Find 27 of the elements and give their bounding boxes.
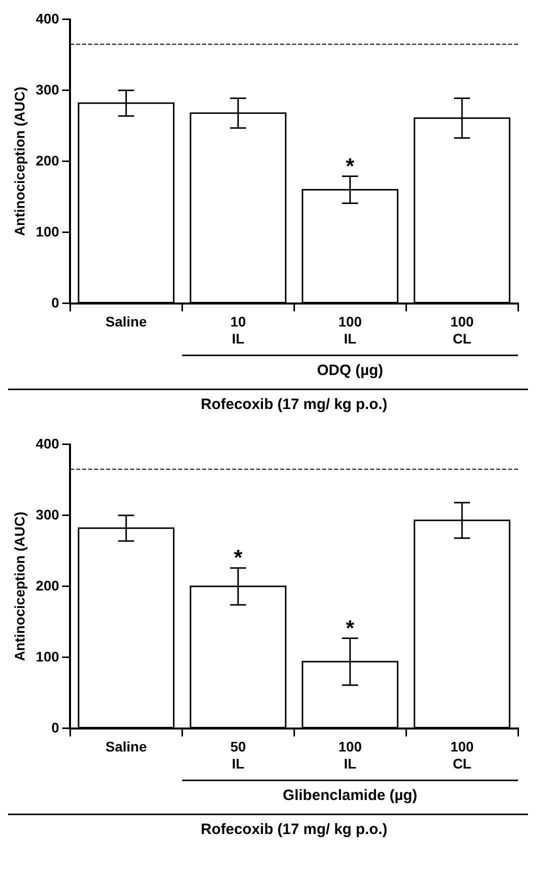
x-tick-label: 100 IL	[338, 314, 362, 346]
y-tick-label: 0	[51, 294, 60, 310]
text: Rofecoxib (17 mg/ kg p.o.)	[200, 821, 388, 838]
annotation: *	[234, 545, 243, 570]
y-tick-label: 400	[36, 435, 60, 452]
x-tick-label: 100 IL	[338, 738, 362, 772]
y-tick-label: 300	[36, 506, 60, 522]
x-tick-label: 100 CL	[450, 738, 474, 772]
y-axis-title: Antinociception (AUC)	[11, 86, 28, 236]
x-tick-label: Saline	[106, 738, 147, 755]
text: ODQ (µg)	[316, 362, 384, 380]
y-tick-label: 300	[36, 81, 60, 98]
x-tick-label: Saline	[106, 314, 147, 330]
annotation: *	[346, 615, 355, 640]
y-tick-label: 200	[36, 152, 60, 168]
y-tick-label: 0	[51, 719, 60, 736]
x-tick-label: 50 IL	[230, 738, 246, 772]
y-axis-title: Antinociception (AUC)	[11, 512, 28, 662]
y-tick-label: 400	[36, 10, 60, 26]
y-tick-label: 200	[36, 577, 60, 594]
x-tick-label: 100 CL	[450, 314, 474, 346]
y-tick-label: 100	[36, 223, 60, 240]
annotation: *	[346, 153, 355, 178]
text: Glibenclamide (µg)	[282, 787, 418, 804]
x-tick-label: 10 IL	[230, 314, 246, 346]
text: Rofecoxib (17 mg/ kg p.o.)	[200, 396, 388, 414]
y-tick-label: 100	[36, 648, 60, 664]
